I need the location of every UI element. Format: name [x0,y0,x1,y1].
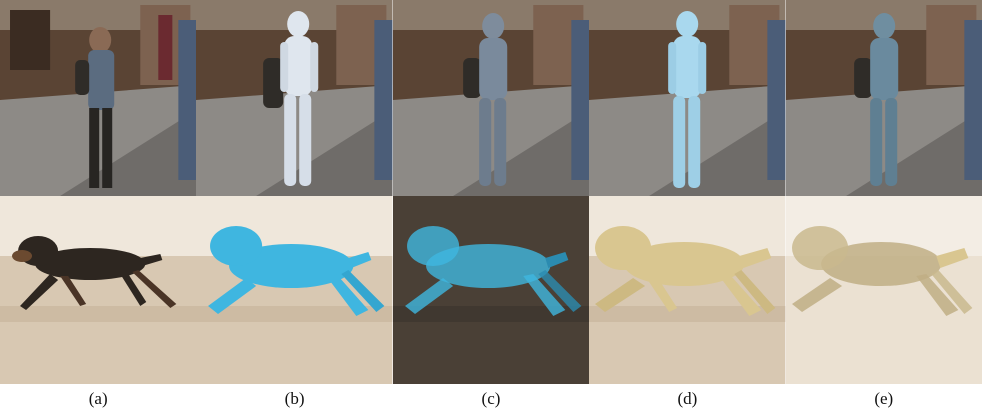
label-d: (d) [677,389,698,408]
panel-c-dog-overlay [392,196,590,384]
panel-e-dog-overlay-alt [785,196,982,384]
panel-b-human-mesh [196,0,393,196]
label-b: (b) [284,389,305,408]
panel-d-human-mesh-alt [589,0,786,196]
panel-a-human-input [0,0,197,196]
label-a: (a) [88,389,108,408]
label-c: (c) [481,389,501,408]
label-e: (e) [874,389,894,408]
panel-a-dog-input [0,196,197,384]
panel-d-dog-mesh-alt [589,196,786,384]
panel-e-human-overlay-alt [785,0,982,196]
panel-c-human-overlay [392,0,590,196]
panel-grid [0,0,982,384]
panel-b-dog-mesh [196,196,393,384]
caption-labels: (a) (b) (c) (d) (e) [0,384,982,413]
